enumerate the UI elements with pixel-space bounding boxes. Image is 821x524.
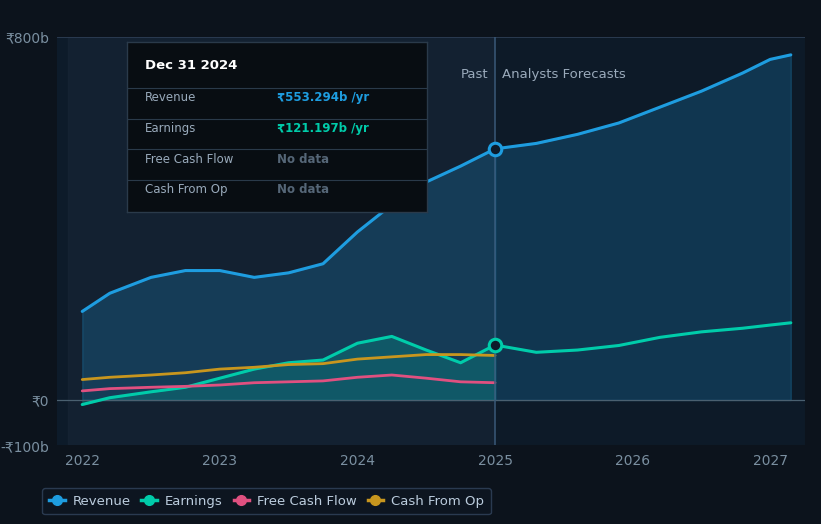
Text: Revenue: Revenue: [145, 91, 196, 104]
Text: No data: No data: [277, 152, 329, 166]
Bar: [495, 37, 805, 445]
Text: ₹553.294b /yr: ₹553.294b /yr: [277, 91, 369, 104]
Text: Analysts Forecasts: Analysts Forecasts: [502, 69, 626, 81]
Text: ₹121.197b /yr: ₹121.197b /yr: [277, 122, 369, 135]
Bar: [68, 37, 495, 445]
Legend: Revenue, Earnings, Free Cash Flow, Cash From Op: Revenue, Earnings, Free Cash Flow, Cash …: [43, 488, 491, 515]
Text: Past: Past: [461, 69, 488, 81]
Text: Earnings: Earnings: [145, 122, 196, 135]
Text: Free Cash Flow: Free Cash Flow: [145, 152, 234, 166]
Text: No data: No data: [277, 183, 329, 196]
Text: Cash From Op: Cash From Op: [145, 183, 227, 196]
Text: Dec 31 2024: Dec 31 2024: [145, 59, 237, 72]
